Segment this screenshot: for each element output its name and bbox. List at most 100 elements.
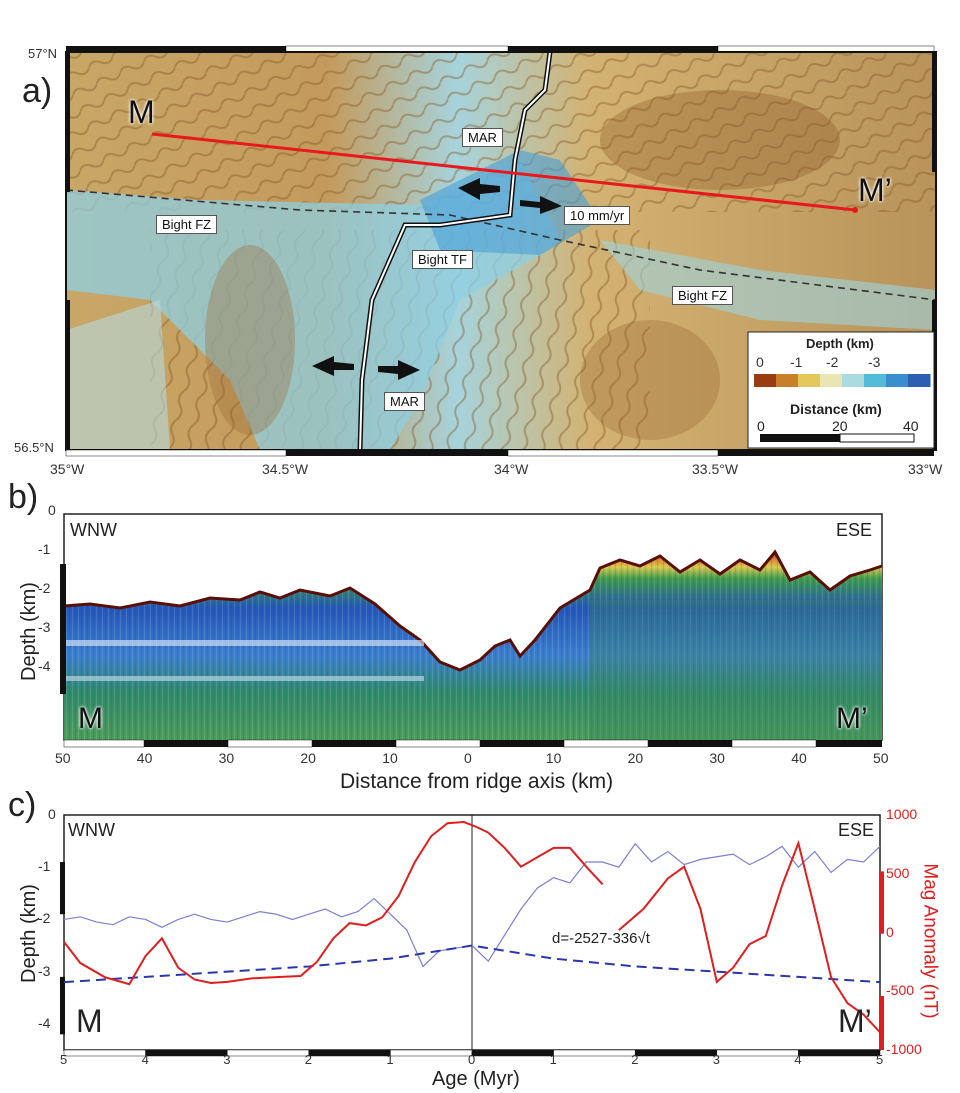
chart-xtick: 1 [386,1052,394,1067]
label-bight-fz-right: Bight FZ [672,286,734,305]
seismic-ytick: -3 [38,619,51,635]
seismic-xtick: 30 [218,750,235,766]
legend-depth-tick: -2 [826,354,839,370]
seismic-right-point: M’ [836,702,868,735]
chart-xlabel: Age (Myr) [432,1068,520,1090]
chart-scalebar-segment [553,1049,636,1057]
profile-start-label: M [128,94,155,130]
chart-scalebar-segment [145,1049,228,1057]
chart-scalebar-segment [308,1049,391,1057]
series-magnetic-west-line [63,821,489,986]
chart-scalebar-segment [716,1049,799,1057]
map-figure [65,45,937,457]
chart-left-point: M [76,1003,103,1039]
seismic-xtick: 10 [382,750,398,766]
chart-y2tick: 500 [886,864,910,881]
chart-xtick: 2 [304,1052,313,1067]
legend-distance-tick-40: 40 [903,418,919,434]
panel-b-letter: b) [8,478,39,516]
legend-depth-title: Depth (km) [806,336,874,351]
label-mar-top: MAR [462,128,503,147]
panel-c-letter: c) [8,786,37,824]
map-legend [747,331,935,449]
lon-tick-34: 34°W [494,461,529,477]
chart-y2tick: 1000 [886,806,918,822]
spreading-arrows [312,178,562,380]
depth-colorbar [754,374,931,387]
seismic-xlabel: Distance from ridge axis (km) [340,770,614,793]
profile-line [151,132,856,212]
seismic-xtick: 40 [791,750,807,766]
chart-scalebar-segment [798,1049,881,1057]
map-bottom-scalebar [65,449,934,457]
chart-ytick: -1 [38,858,51,875]
lon-tick-35: 35°W [50,461,85,477]
series-model-line [63,944,881,984]
chart-right-label: ESE [838,820,875,840]
chart-ylabel-right: Mag Anomaly (nT) [919,863,941,1019]
distance-scalebar-white [839,433,915,443]
seismic-left-dir: WNW [70,520,117,540]
panel-a-letter: a) [22,72,53,110]
series-magnetic-east-2-line [618,839,881,1034]
chart-ytick: -2 [38,910,51,927]
depth-color-swatch [820,374,843,387]
seismic-xtick: 20 [300,750,316,766]
chart-y2tick: 0 [886,923,894,940]
lon-tick-33: 33°W [908,461,943,477]
depth-color-swatch [798,374,821,387]
seismic-xtick: 0 [464,750,472,766]
chart-scalebar-segment [226,1049,310,1057]
right-axis-bar [879,871,884,934]
legend-depth-tick: -3 [868,354,881,370]
chart-ytick: -3 [38,962,51,979]
chart-xtick: 1 [549,1052,557,1067]
label-spreading-rate: 10 mm/yr [564,206,631,225]
chart-scalebar-segment [471,1049,554,1057]
chart-xtick: 0 [468,1052,476,1067]
series-magnetic-east-line [487,831,604,886]
chart-ytick: 0 [48,806,56,822]
chart-xtick: 4 [141,1052,149,1067]
seismic-xtick: 30 [709,750,725,766]
seismic-ytick: -1 [38,541,51,557]
right-axis-bar [879,995,884,1050]
chart-xtick: 2 [631,1052,639,1067]
left-axis-bar [60,862,65,915]
seismic-xtick: 20 [627,750,644,766]
map-lat-top: 57°N [28,46,58,61]
depth-color-swatch [754,374,777,387]
distance-scalebar-black [760,434,840,442]
seismic-left-point: M [78,702,103,735]
chart-xtick: 5 [60,1052,68,1067]
chart-scalebar-segment [634,1049,718,1057]
legend-depth-tick: -1 [790,354,803,370]
seismic-xtick: 50 [873,750,889,766]
legend-distance-tick-0: 0 [757,418,765,434]
seismic-xtick: 40 [136,750,153,766]
seismic-scalebar [63,739,882,748]
legend-distance-title: Distance (km) [790,401,882,417]
legend-depth-tick: 0 [756,354,764,370]
depth-color-swatch [864,374,887,387]
label-bight-fz-left: Bight FZ [156,215,218,234]
chart-scalebar-segment [390,1049,473,1057]
chart-y2tick: -500 [886,982,915,999]
chart-equation: d=-2527-336√t [552,930,650,947]
seismic-ytick: -4 [38,658,51,674]
seismic-xtick: 10 [545,750,562,766]
chart-ytick: -4 [38,1014,51,1031]
depth-color-swatch [776,374,799,387]
lon-tick-33-5: 33.5°W [692,461,739,477]
bight-fz-line [65,189,937,301]
label-mar-bottom: MAR [384,392,425,411]
chart-scalebar-segment [63,1049,146,1057]
left-axis-bar [60,976,65,1035]
chart-xtick: 3 [223,1052,231,1067]
map-lat-bottom: 56.5°N [14,440,54,455]
seismic-figure [60,513,883,748]
depth-color-swatch [908,374,931,387]
chart-xtick: 5 [876,1052,884,1067]
chart-right-point: M’ [838,1003,872,1039]
